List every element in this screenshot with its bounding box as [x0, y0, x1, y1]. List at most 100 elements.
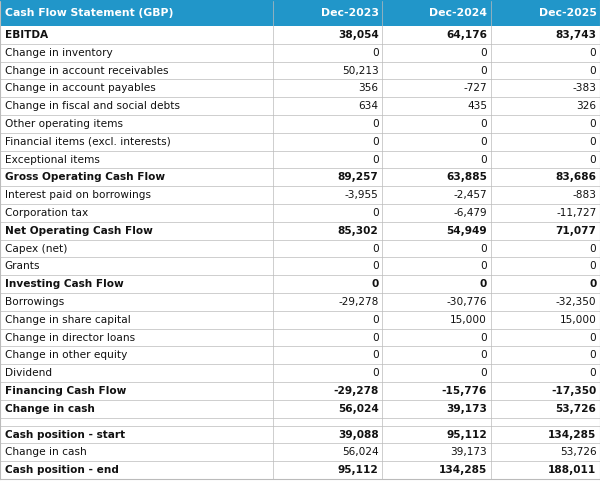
Text: Change in fiscal and social debts: Change in fiscal and social debts — [5, 101, 180, 111]
Bar — [273, 311, 382, 328]
Text: 50,213: 50,213 — [342, 65, 379, 75]
Text: Change in inventory: Change in inventory — [5, 48, 113, 58]
Bar — [491, 328, 600, 347]
Bar — [273, 79, 382, 97]
Text: -29,278: -29,278 — [333, 386, 379, 396]
Bar — [382, 222, 491, 239]
Bar — [382, 115, 491, 133]
Bar — [491, 0, 600, 26]
Text: 15,000: 15,000 — [451, 315, 487, 325]
Bar — [382, 97, 491, 115]
Bar — [0, 293, 273, 311]
Bar — [382, 328, 491, 347]
Text: 89,257: 89,257 — [338, 173, 379, 182]
Text: 0: 0 — [372, 208, 379, 218]
Text: 0: 0 — [590, 368, 596, 378]
Text: 0: 0 — [589, 279, 596, 289]
Bar — [0, 400, 273, 417]
Bar — [491, 115, 600, 133]
Bar — [491, 258, 600, 275]
Bar — [382, 186, 491, 204]
Text: 0: 0 — [481, 119, 487, 129]
Bar — [0, 204, 273, 222]
Bar — [273, 382, 382, 400]
Bar — [273, 115, 382, 133]
Bar — [382, 204, 491, 222]
Text: -15,776: -15,776 — [442, 386, 487, 396]
Bar — [273, 417, 382, 426]
Text: Financing Cash Flow: Financing Cash Flow — [5, 386, 126, 396]
Text: 0: 0 — [590, 261, 596, 271]
Text: -11,727: -11,727 — [556, 208, 596, 218]
Text: Exceptional items: Exceptional items — [5, 154, 100, 164]
Text: -883: -883 — [572, 190, 596, 200]
Text: 435: 435 — [467, 101, 487, 111]
Bar — [491, 186, 600, 204]
Bar — [0, 426, 273, 444]
Bar — [273, 44, 382, 61]
Text: -3,955: -3,955 — [345, 190, 379, 200]
Text: 0: 0 — [372, 332, 379, 343]
Bar — [491, 133, 600, 150]
Bar — [273, 426, 382, 444]
Text: 0: 0 — [371, 279, 379, 289]
Text: Cash Flow Statement (GBP): Cash Flow Statement (GBP) — [5, 8, 173, 18]
Bar — [273, 328, 382, 347]
Bar — [382, 61, 491, 79]
Text: 0: 0 — [481, 48, 487, 58]
Bar — [273, 461, 382, 479]
Text: Change in other equity: Change in other equity — [5, 350, 127, 360]
Bar — [491, 400, 600, 417]
Text: 56,024: 56,024 — [338, 404, 379, 413]
Text: Change in share capital: Change in share capital — [5, 315, 131, 325]
Bar — [0, 169, 273, 186]
Bar — [0, 115, 273, 133]
Text: Investing Cash Flow: Investing Cash Flow — [5, 279, 124, 289]
Text: 85,302: 85,302 — [338, 226, 379, 236]
Bar — [382, 426, 491, 444]
Text: 0: 0 — [590, 65, 596, 75]
Text: 134,285: 134,285 — [548, 430, 596, 440]
Bar — [273, 364, 382, 382]
Text: 95,112: 95,112 — [338, 465, 379, 475]
Bar — [0, 44, 273, 61]
Bar — [0, 258, 273, 275]
Bar — [382, 79, 491, 97]
Bar — [491, 444, 600, 461]
Text: Change in account payables: Change in account payables — [5, 83, 155, 93]
Bar — [0, 222, 273, 239]
Text: -30,776: -30,776 — [446, 297, 487, 307]
Bar — [273, 275, 382, 293]
Text: Change in director loans: Change in director loans — [5, 332, 135, 343]
Text: 0: 0 — [590, 137, 596, 147]
Bar — [491, 239, 600, 258]
Bar — [491, 222, 600, 239]
Text: Dec-2023: Dec-2023 — [320, 8, 379, 18]
Bar — [491, 364, 600, 382]
Text: Change in account receivables: Change in account receivables — [5, 65, 168, 75]
Text: -29,278: -29,278 — [338, 297, 379, 307]
Text: 38,054: 38,054 — [338, 30, 379, 40]
Bar — [0, 97, 273, 115]
Bar — [382, 347, 491, 364]
Bar — [0, 328, 273, 347]
Text: 634: 634 — [359, 101, 379, 111]
Bar — [0, 239, 273, 258]
Text: 83,686: 83,686 — [556, 173, 596, 182]
Text: 0: 0 — [590, 48, 596, 58]
Bar — [273, 400, 382, 417]
Bar — [273, 204, 382, 222]
Bar — [0, 26, 273, 44]
Text: Gross Operating Cash Flow: Gross Operating Cash Flow — [5, 173, 165, 182]
Text: 83,743: 83,743 — [556, 30, 596, 40]
Text: Change in cash: Change in cash — [5, 404, 95, 413]
Text: Financial items (excl. interests): Financial items (excl. interests) — [5, 137, 170, 147]
Bar — [273, 150, 382, 169]
Bar — [491, 347, 600, 364]
Text: 0: 0 — [372, 48, 379, 58]
Bar — [0, 61, 273, 79]
Text: 39,173: 39,173 — [451, 447, 487, 457]
Text: Interest paid on borrowings: Interest paid on borrowings — [5, 190, 151, 200]
Bar — [0, 347, 273, 364]
Bar — [491, 426, 600, 444]
